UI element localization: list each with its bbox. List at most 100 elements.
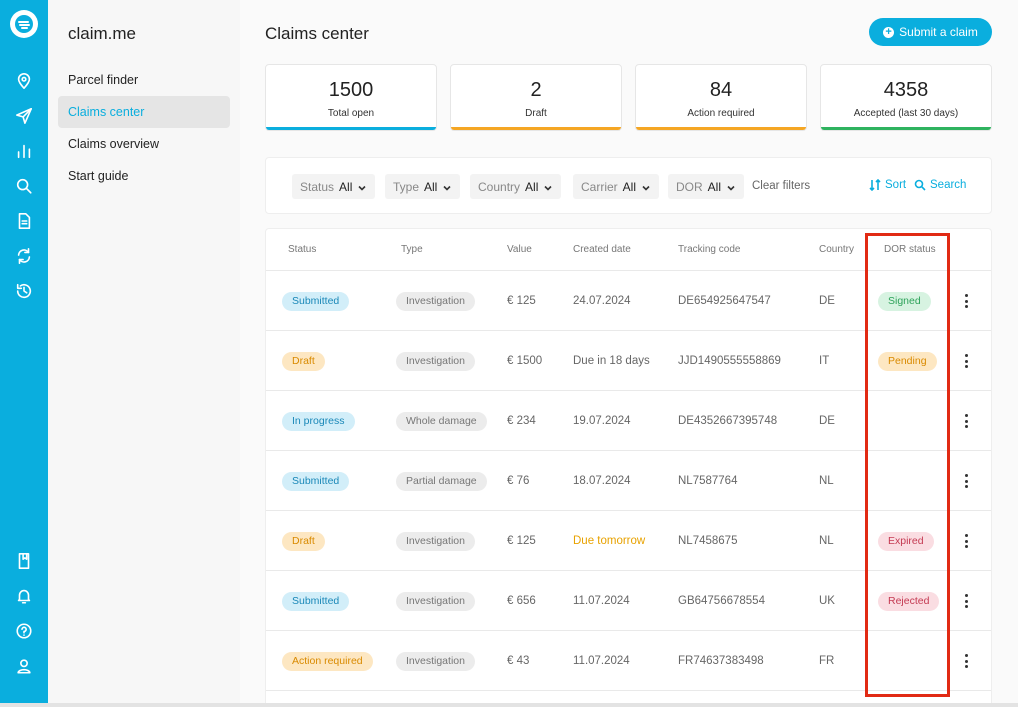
filter-carrier[interactable]: Carrier All: [573, 174, 660, 199]
chevron-down-icon: [442, 182, 452, 192]
send-icon[interactable]: [14, 106, 34, 126]
row-menu-icon[interactable]: [958, 451, 974, 511]
claims-table: Status Type Value Created date Tracking …: [265, 228, 992, 707]
tracking-code-cell: DE654925647547: [678, 295, 771, 307]
status-badge: Submitted: [282, 471, 350, 491]
filter-country[interactable]: Country All: [470, 174, 562, 199]
country-cell: IT: [819, 355, 830, 367]
status-badge: In progress: [282, 411, 355, 431]
status-badge: Action required: [282, 651, 373, 671]
stat-total-open[interactable]: 1500 Total open: [265, 64, 437, 131]
created-date-cell: Due in 18 days: [573, 355, 650, 367]
created-date-cell: Due tomorrow: [573, 535, 646, 547]
dor-status-badge: Pending: [878, 351, 937, 371]
table-row[interactable]: Draft Investigation € 125 Due tomorrow N…: [266, 510, 991, 570]
column-header-tracking-code[interactable]: Tracking code: [678, 244, 741, 255]
table-row[interactable]: Action required Investigation € 43 11.07…: [266, 630, 991, 690]
column-header-country[interactable]: Country: [819, 244, 855, 255]
document-icon[interactable]: [14, 211, 34, 231]
country-cell: NL: [819, 535, 834, 547]
plus-icon: +: [883, 26, 895, 38]
sidebar-item-parcel-finder[interactable]: Parcel finder: [68, 73, 139, 87]
sidebar-item-claims-overview[interactable]: Claims overview: [68, 137, 159, 151]
dor-status-badge: Expired: [878, 531, 934, 551]
book-icon[interactable]: [14, 551, 34, 571]
stat-color-bar: [821, 127, 991, 130]
sidebar-item-claims-center[interactable]: Claims center: [58, 96, 230, 128]
chevron-down-icon: [543, 182, 553, 192]
column-header-created-date[interactable]: Created date: [573, 244, 631, 255]
created-date-cell: 18.07.2024: [573, 475, 631, 487]
history-icon[interactable]: [14, 281, 34, 301]
stat-value: 4358: [883, 79, 929, 101]
value-cell: € 656: [507, 595, 536, 607]
created-date-cell: 19.07.2024: [573, 415, 631, 427]
stat-value: 1500: [328, 79, 374, 101]
table-row[interactable]: Submitted Partial damage € 76 18.07.2024…: [266, 450, 991, 510]
sort-button[interactable]: Sort: [869, 179, 906, 191]
status-badge: Draft: [282, 351, 325, 371]
bell-icon[interactable]: [14, 586, 34, 606]
filter-label: Country: [478, 179, 521, 194]
table-row[interactable]: Submitted Investigation € 125 24.07.2024…: [266, 270, 991, 330]
stat-color-bar: [266, 127, 436, 130]
filter-type[interactable]: Type All: [385, 174, 461, 199]
tracking-code-cell: NL7587764: [678, 475, 738, 487]
stat-action-required[interactable]: 84 Action required: [635, 64, 807, 131]
search-icon[interactable]: [14, 176, 34, 196]
tracking-code-cell: DE4352667395748: [678, 415, 778, 427]
filter-status[interactable]: Status All: [292, 174, 376, 199]
country-cell: FR: [819, 655, 835, 667]
status-badge: Submitted: [282, 591, 350, 611]
stat-label: Total open: [327, 108, 375, 119]
tracking-code-cell: JJD1490555558869: [678, 355, 781, 367]
column-header-type[interactable]: Type: [401, 244, 423, 255]
bar-chart-icon[interactable]: [14, 141, 34, 161]
column-header-value[interactable]: Value: [507, 244, 532, 255]
table-row[interactable]: Submitted Investigation € 656 11.07.2024…: [266, 570, 991, 630]
table-row[interactable]: Draft Investigation € 1500 Due in 18 day…: [266, 330, 991, 390]
submit-claim-button[interactable]: + Submit a claim: [869, 18, 992, 46]
sync-icon[interactable]: [14, 246, 34, 266]
row-menu-icon[interactable]: [958, 571, 974, 631]
row-menu-icon[interactable]: [958, 271, 974, 331]
sidebar: claim.me Parcel finder Claims center Cla…: [48, 0, 240, 703]
sidebar-item-start-guide[interactable]: Start guide: [68, 169, 129, 183]
user-icon[interactable]: [14, 656, 34, 676]
brand-name: claim.me: [68, 24, 137, 43]
country-cell: NL: [819, 475, 834, 487]
created-date-cell: 24.07.2024: [573, 295, 631, 307]
filter-value: All: [525, 179, 539, 194]
search-button[interactable]: Search: [914, 179, 966, 191]
clear-filters-link[interactable]: Clear filters: [752, 180, 811, 192]
type-badge: Partial damage: [396, 471, 487, 491]
search-icon: [914, 179, 926, 191]
location-icon[interactable]: [14, 71, 34, 91]
filter-dor[interactable]: DOR All: [668, 174, 745, 199]
row-menu-icon[interactable]: [958, 391, 974, 451]
logo-icon[interactable]: [10, 10, 38, 38]
bottom-border: [0, 703, 1018, 707]
column-header-dor-status[interactable]: DOR status: [884, 244, 936, 255]
value-cell: € 43: [507, 655, 530, 667]
type-badge: Investigation: [396, 531, 475, 551]
stat-label: Accepted (last 30 days): [853, 108, 959, 119]
value-cell: € 76: [507, 475, 530, 487]
tracking-code-cell: GB64756678554: [678, 595, 765, 607]
help-icon[interactable]: [14, 621, 34, 641]
row-menu-icon[interactable]: [958, 631, 974, 691]
row-menu-icon[interactable]: [958, 331, 974, 391]
value-cell: € 234: [507, 415, 536, 427]
stat-draft[interactable]: 2 Draft: [450, 64, 622, 131]
page-title: Claims center: [265, 24, 369, 43]
column-header-status[interactable]: Status: [288, 244, 317, 255]
table-row[interactable]: In progress Whole damage € 234 19.07.202…: [266, 390, 991, 450]
table-row[interactable]: [266, 690, 991, 707]
created-date-cell: 11.07.2024: [573, 655, 630, 667]
created-date-cell: 11.07.2024: [573, 595, 630, 607]
value-cell: € 125: [507, 295, 536, 307]
row-menu-icon[interactable]: [958, 511, 974, 571]
filter-bar: Status All Type All Country All Carrier …: [265, 157, 992, 214]
stat-accepted[interactable]: 4358 Accepted (last 30 days): [820, 64, 992, 131]
stat-value: 84: [709, 79, 733, 101]
